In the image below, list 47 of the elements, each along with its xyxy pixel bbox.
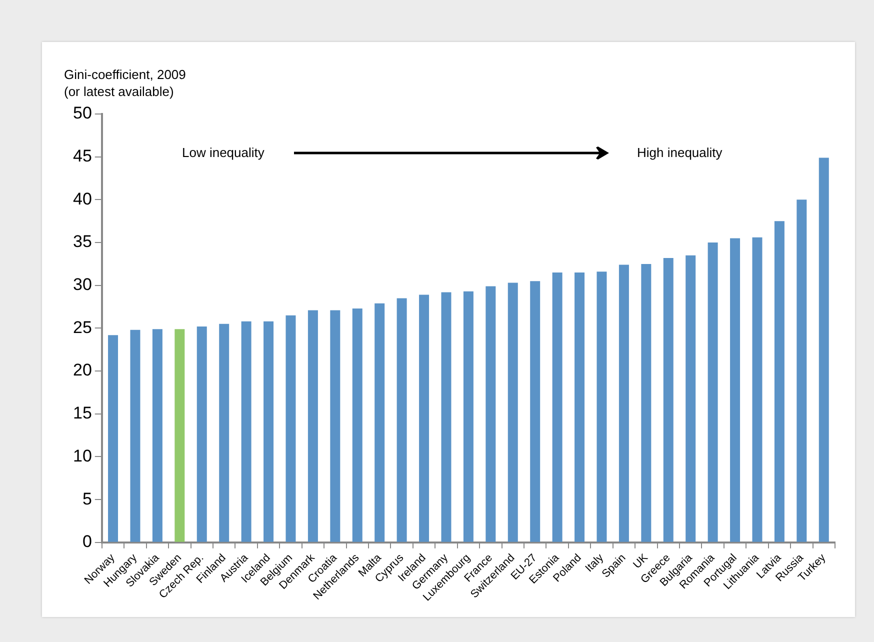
bar — [574, 272, 585, 542]
bar — [618, 264, 629, 542]
y-tick-label: 50 — [72, 104, 92, 123]
y-tick-label: 35 — [72, 232, 92, 252]
y-tick-label: 20 — [72, 360, 92, 380]
bar — [641, 264, 652, 542]
bar — [508, 282, 518, 542]
bar — [796, 200, 807, 542]
bar — [663, 258, 674, 542]
bar — [396, 298, 407, 542]
bar — [686, 255, 696, 542]
bar — [241, 321, 252, 542]
bar — [352, 308, 362, 542]
bar — [374, 303, 385, 542]
bar — [441, 292, 452, 542]
bar — [818, 158, 829, 542]
y-tick-label: 30 — [72, 275, 92, 294]
bar — [552, 272, 562, 542]
bar — [196, 326, 207, 542]
bar — [308, 310, 318, 542]
y-tick-label: 40 — [72, 189, 92, 208]
bar — [174, 329, 185, 542]
bar — [264, 321, 274, 542]
bar — [219, 324, 230, 542]
y-tick-label: 0 — [82, 532, 92, 552]
bar — [774, 221, 784, 542]
bar — [708, 242, 718, 542]
y-tick-label: 10 — [72, 446, 92, 466]
bar — [108, 335, 118, 542]
bar — [463, 291, 474, 542]
y-axis-title: Gini-coefficient, 2009 (or latest available) — [64, 66, 186, 100]
y-tick-label: 15 — [72, 404, 92, 423]
y-tick-label: 5 — [82, 489, 92, 508]
bar — [130, 330, 140, 542]
bar — [152, 329, 162, 542]
bar — [286, 315, 296, 542]
bar — [330, 310, 340, 542]
y-tick-label: 45 — [72, 146, 92, 166]
annotation: Low inequality — [182, 145, 264, 160]
bar — [530, 281, 540, 542]
bar — [419, 294, 430, 542]
bar — [486, 286, 496, 542]
annotation: High inequality — [637, 145, 722, 160]
bar — [596, 272, 607, 542]
bar — [752, 237, 762, 542]
y-tick-label: 25 — [72, 318, 92, 337]
bar — [730, 238, 740, 542]
